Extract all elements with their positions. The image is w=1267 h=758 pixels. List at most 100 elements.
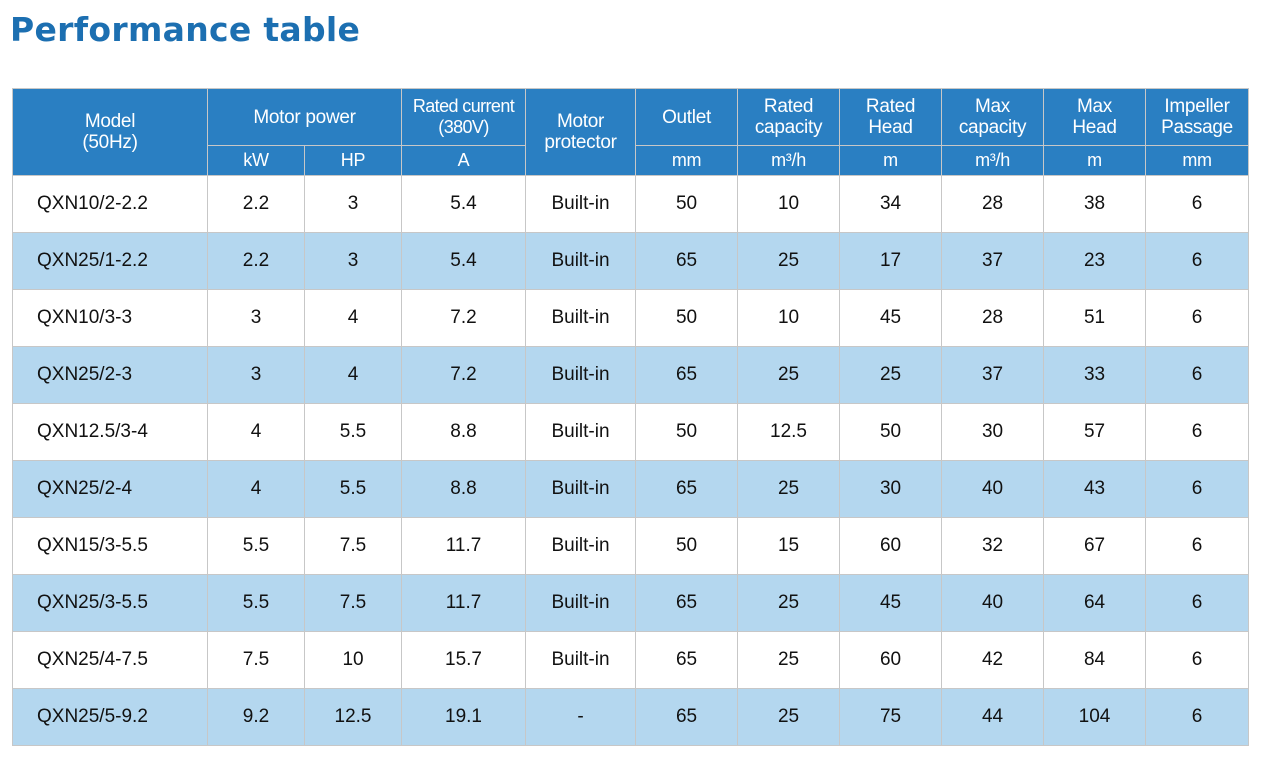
cell-current: 7.2 xyxy=(401,289,527,347)
unit-current: A xyxy=(401,145,527,176)
cell-max-capacity: 37 xyxy=(941,346,1045,404)
cell-kw: 3 xyxy=(207,289,305,347)
cell-max-capacity: 44 xyxy=(941,688,1045,746)
cell-max-capacity: 28 xyxy=(941,289,1045,347)
performance-table: Model (50Hz) Motor power Rated current (… xyxy=(12,88,1250,746)
cell-impeller-passage: 6 xyxy=(1145,346,1250,404)
cell-max-capacity: 40 xyxy=(941,574,1045,632)
cell-model: QXN25/2-3 xyxy=(12,346,208,404)
cell-max-capacity: 28 xyxy=(941,175,1045,233)
table-row: QXN25/2-4 4 5.5 8.8 Built-in 65 25 30 40 43 6 xyxy=(12,460,1250,518)
cell-kw: 9.2 xyxy=(207,688,305,746)
cell-rated-capacity: 10 xyxy=(737,175,841,233)
unit-max-head: m xyxy=(1043,145,1147,176)
cell-outlet: 65 xyxy=(635,574,739,632)
table-body: QXN10/2-2.2 2.2 3 5.4 Built-in 50 10 34 28 38 6 QXN… xyxy=(12,175,1250,746)
cell-hp: 3 xyxy=(303,232,403,290)
cell-kw: 2.2 xyxy=(207,232,305,290)
cell-max-head: 67 xyxy=(1043,517,1147,575)
cell-rated-head: 17 xyxy=(839,232,943,290)
header-model: Model (50Hz) xyxy=(12,88,208,176)
cell-kw: 3 xyxy=(207,346,305,404)
cell-kw: 5.5 xyxy=(207,574,305,632)
cell-max-head: 104 xyxy=(1043,688,1147,746)
cell-outlet: 50 xyxy=(635,517,739,575)
table-row: QXN10/2-2.2 2.2 3 5.4 Built-in 50 10 34 28 38 6 xyxy=(12,175,1250,233)
cell-kw: 4 xyxy=(207,403,305,461)
cell-max-head: 64 xyxy=(1043,574,1147,632)
unit-hp: HP xyxy=(303,145,403,176)
cell-impeller-passage: 6 xyxy=(1145,517,1250,575)
header-impeller-passage: Impeller Passage xyxy=(1145,88,1250,146)
cell-rated-capacity: 25 xyxy=(737,631,841,689)
header-max-capacity: Max capacity xyxy=(941,88,1045,146)
cell-model: QXN10/3-3 xyxy=(12,289,208,347)
cell-protector: - xyxy=(525,688,637,746)
cell-outlet: 65 xyxy=(635,232,739,290)
table-row: QXN12.5/3-4 4 5.5 8.8 Built-in 50 12.5 50 30 57 6 xyxy=(12,403,1250,461)
cell-rated-capacity: 25 xyxy=(737,574,841,632)
cell-impeller-passage: 6 xyxy=(1145,403,1250,461)
cell-rated-capacity: 25 xyxy=(737,232,841,290)
cell-protector: Built-in xyxy=(525,175,637,233)
cell-max-capacity: 40 xyxy=(941,460,1045,518)
table-row: QXN25/5-9.2 9.2 12.5 19.1-65 25 75 44 104 6 xyxy=(12,688,1250,746)
cell-rated-capacity: 25 xyxy=(737,460,841,518)
cell-max-capacity: 37 xyxy=(941,232,1045,290)
cell-rated-capacity: 10 xyxy=(737,289,841,347)
cell-max-capacity: 42 xyxy=(941,631,1045,689)
cell-model: QXN15/3-5.5 xyxy=(12,517,208,575)
cell-current: 5.4 xyxy=(401,175,527,233)
cell-protector: Built-in xyxy=(525,574,637,632)
cell-hp: 12.5 xyxy=(303,688,403,746)
cell-model: QXN12.5/3-4 xyxy=(12,403,208,461)
cell-current: 19.1 xyxy=(401,688,527,746)
cell-impeller-passage: 6 xyxy=(1145,631,1250,689)
header-max-head: Max Head xyxy=(1043,88,1147,146)
unit-kw: kW xyxy=(207,145,305,176)
cell-rated-capacity: 25 xyxy=(737,346,841,404)
header-motor-power: Motor power xyxy=(206,88,403,146)
cell-impeller-passage: 6 xyxy=(1145,232,1250,290)
cell-protector: Built-in xyxy=(525,289,637,347)
cell-protector: Built-in xyxy=(525,517,637,575)
unit-max-capacity: m³/h xyxy=(941,145,1045,176)
cell-outlet: 65 xyxy=(635,688,739,746)
cell-rated-head: 60 xyxy=(839,517,943,575)
cell-kw: 2.2 xyxy=(207,175,305,233)
cell-rated-head: 60 xyxy=(839,631,943,689)
table-row: QXN25/1-2.2 2.2 3 5.4 Built-in 65 25 17 37 23 6 xyxy=(12,232,1250,290)
cell-outlet: 65 xyxy=(635,346,739,404)
header-rated-head: Rated Head xyxy=(839,88,943,146)
cell-rated-head: 50 xyxy=(839,403,943,461)
cell-hp: 3 xyxy=(303,175,403,233)
cell-rated-head: 45 xyxy=(839,289,943,347)
cell-rated-head: 34 xyxy=(839,175,943,233)
cell-max-capacity: 32 xyxy=(941,517,1045,575)
cell-hp: 4 xyxy=(303,346,403,404)
cell-protector: Built-in xyxy=(525,403,637,461)
cell-max-head: 51 xyxy=(1043,289,1147,347)
table-row: QXN25/2-3 3 4 7.2 Built-in 65 25 25 37 33 6 xyxy=(12,346,1250,404)
cell-max-head: 57 xyxy=(1043,403,1147,461)
cell-hp: 5.5 xyxy=(303,403,403,461)
unit-rated-capacity: m³/h xyxy=(737,145,841,176)
cell-model: QXN25/5-9.2 xyxy=(12,688,208,746)
cell-current: 8.8 xyxy=(401,460,527,518)
cell-max-head: 33 xyxy=(1043,346,1147,404)
cell-outlet: 65 xyxy=(635,631,739,689)
cell-protector: Built-in xyxy=(525,346,637,404)
cell-rated-capacity: 12.5 xyxy=(737,403,841,461)
cell-current: 15.7 xyxy=(401,631,527,689)
cell-current: 11.7 xyxy=(401,574,527,632)
cell-model: QXN25/4-7.5 xyxy=(12,631,208,689)
cell-rated-capacity: 25 xyxy=(737,688,841,746)
page-title: Performance table xyxy=(10,10,361,49)
cell-max-head: 23 xyxy=(1043,232,1147,290)
cell-protector: Built-in xyxy=(525,460,637,518)
cell-impeller-passage: 6 xyxy=(1145,574,1250,632)
cell-rated-capacity: 15 xyxy=(737,517,841,575)
cell-model: QXN25/3-5.5 xyxy=(12,574,208,632)
cell-hp: 5.5 xyxy=(303,460,403,518)
cell-hp: 7.5 xyxy=(303,517,403,575)
